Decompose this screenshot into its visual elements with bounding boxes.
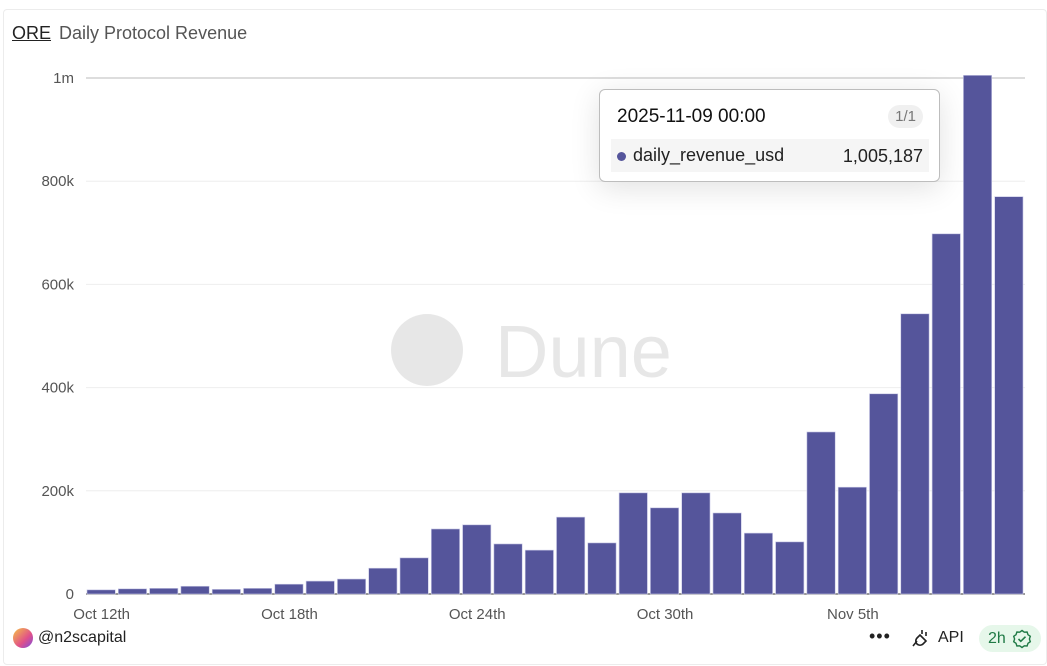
plug-icon bbox=[912, 630, 928, 647]
bar[interactable] bbox=[211, 589, 241, 595]
author-name: @n2scapital bbox=[38, 629, 127, 646]
verified-check-icon bbox=[1012, 629, 1031, 648]
watermark: Dune bbox=[391, 310, 672, 393]
bar[interactable] bbox=[775, 541, 805, 595]
query-title: Daily Protocol Revenue bbox=[59, 23, 248, 43]
bar[interactable] bbox=[305, 580, 335, 595]
bar[interactable] bbox=[869, 393, 899, 595]
x-tick-label: Oct 24th bbox=[449, 606, 506, 623]
freshness-badge[interactable]: 2h bbox=[979, 625, 1041, 652]
bar[interactable] bbox=[430, 528, 460, 595]
tooltip-row: daily_revenue_usd 1,005,187 bbox=[611, 139, 929, 172]
dune-logo-icon bbox=[391, 314, 463, 386]
chart-title: ORE Daily Protocol Revenue bbox=[12, 23, 247, 44]
y-tick-label: 800k bbox=[41, 173, 74, 190]
bar[interactable] bbox=[931, 233, 961, 595]
bar[interactable] bbox=[337, 578, 366, 595]
bar[interactable] bbox=[493, 543, 523, 595]
bar[interactable] bbox=[837, 486, 867, 595]
bar[interactable] bbox=[681, 492, 711, 595]
y-tick-label: 400k bbox=[41, 380, 74, 397]
x-tick-label: Oct 12th bbox=[73, 606, 130, 623]
watermark-text: Dune bbox=[495, 310, 672, 393]
y-tick-label: 1m bbox=[53, 70, 74, 87]
bar[interactable] bbox=[399, 557, 429, 595]
bar[interactable] bbox=[712, 512, 742, 595]
bar[interactable] bbox=[180, 585, 210, 595]
bar[interactable] bbox=[118, 588, 147, 595]
tooltip-page: 1/1 bbox=[888, 105, 923, 128]
bar[interactable] bbox=[743, 532, 773, 595]
chart-tooltip: 2025-11-09 00:00 1/1 daily_revenue_usd 1… bbox=[599, 89, 940, 182]
bar[interactable] bbox=[963, 75, 993, 595]
ellipsis-icon[interactable]: ••• bbox=[869, 626, 891, 646]
author-link[interactable]: @n2scapital bbox=[13, 628, 126, 648]
bar[interactable] bbox=[556, 516, 586, 595]
api-label: API bbox=[938, 629, 964, 646]
x-tick-label: Oct 30th bbox=[637, 606, 694, 623]
y-tick-label: 200k bbox=[41, 483, 74, 500]
bar[interactable] bbox=[462, 524, 492, 595]
project-link[interactable]: ORE bbox=[12, 23, 52, 43]
bar[interactable] bbox=[806, 431, 836, 595]
y-tick-label: 0 bbox=[66, 586, 74, 603]
avatar bbox=[13, 628, 33, 648]
series-dot-icon bbox=[617, 152, 626, 161]
bar[interactable] bbox=[587, 542, 617, 595]
bar[interactable] bbox=[650, 507, 680, 595]
freshness-label: 2h bbox=[988, 629, 1006, 647]
bar[interactable] bbox=[524, 549, 554, 595]
tooltip-date: 2025-11-09 00:00 bbox=[617, 106, 766, 127]
bar[interactable] bbox=[994, 196, 1024, 595]
tooltip-value: 1,005,187 bbox=[842, 146, 923, 166]
bar[interactable] bbox=[900, 313, 930, 595]
bar[interactable] bbox=[86, 589, 116, 595]
bar[interactable] bbox=[618, 492, 648, 595]
api-button[interactable]: API bbox=[910, 628, 964, 648]
x-tick-label: Nov 5th bbox=[827, 606, 879, 623]
y-tick-label: 600k bbox=[41, 276, 74, 293]
tooltip-series: daily_revenue_usd bbox=[633, 145, 785, 165]
bar[interactable] bbox=[368, 567, 398, 595]
x-tick-label: Oct 18th bbox=[261, 606, 318, 623]
bar[interactable] bbox=[243, 588, 273, 595]
bar[interactable] bbox=[149, 588, 179, 595]
bar[interactable] bbox=[274, 583, 304, 595]
